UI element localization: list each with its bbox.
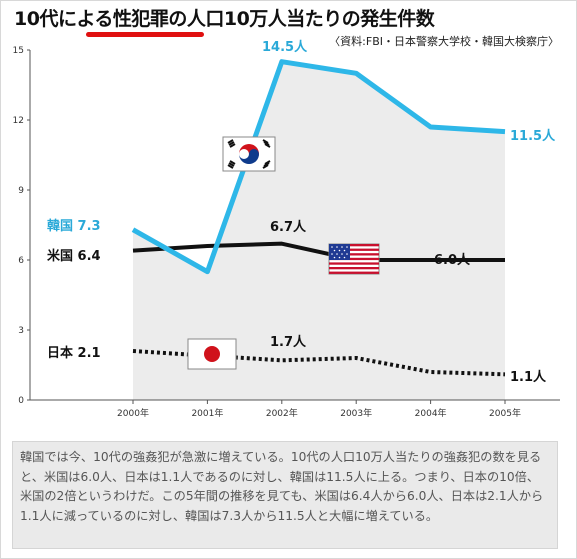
y-tick-label: 12 — [13, 116, 24, 126]
usa-end-label: 6.0人 — [434, 252, 471, 268]
y-tick-label: 6 — [18, 256, 24, 266]
japan-mid-label: 1.7人 — [270, 334, 307, 350]
y-tick-label: 0 — [18, 396, 24, 406]
japan-flag-icon — [187, 338, 237, 370]
line-chart: 0 3 6 9 12 15 2000年 2001年 2002年 2003年 2004年 2005年 — [13, 39, 560, 419]
japan-end-label: 1.1人 — [510, 369, 547, 385]
caption-text: 韓国では今、10代の強姦犯が急激に増えている。10代の人口10万人当たりの強姦犯… — [12, 441, 558, 549]
x-tick-label: 2003年 — [340, 407, 372, 419]
series-line-korea — [131, 59, 506, 275]
korea-peak-label: 14.5人 — [262, 39, 308, 55]
series-line-usa — [132, 241, 505, 262]
y-tick-label: 9 — [18, 186, 24, 196]
x-tick-label: 2000年 — [117, 407, 149, 419]
usa-start-label: 米国 6.4 — [47, 248, 101, 264]
x-tick-label: 2002年 — [266, 407, 298, 419]
source-note: 〈資料:FBI・日本警察大学校・韓国大検察庁〉 — [329, 35, 559, 48]
usa-peak-label: 6.7人 — [270, 219, 307, 235]
chart-title: 10代による性犯罪の人口10万人当たりの発生件数 — [14, 8, 435, 30]
japan-start-label: 日本 2.1 — [47, 345, 101, 361]
korea-flag-icon — [222, 136, 276, 172]
plot-area-fill — [133, 61, 505, 401]
x-tick-label: 2001年 — [191, 407, 223, 419]
usa-flag-icon — [328, 243, 380, 275]
y-tick-label: 15 — [13, 46, 24, 56]
x-tick-label: 2004年 — [415, 407, 447, 419]
x-tick-label: 2005年 — [489, 407, 521, 419]
korea-end-label: 11.5人 — [510, 128, 556, 144]
y-tick-label: 3 — [18, 326, 24, 336]
title-underline — [86, 32, 204, 37]
korea-start-label: 韓国 7.3 — [47, 218, 101, 234]
